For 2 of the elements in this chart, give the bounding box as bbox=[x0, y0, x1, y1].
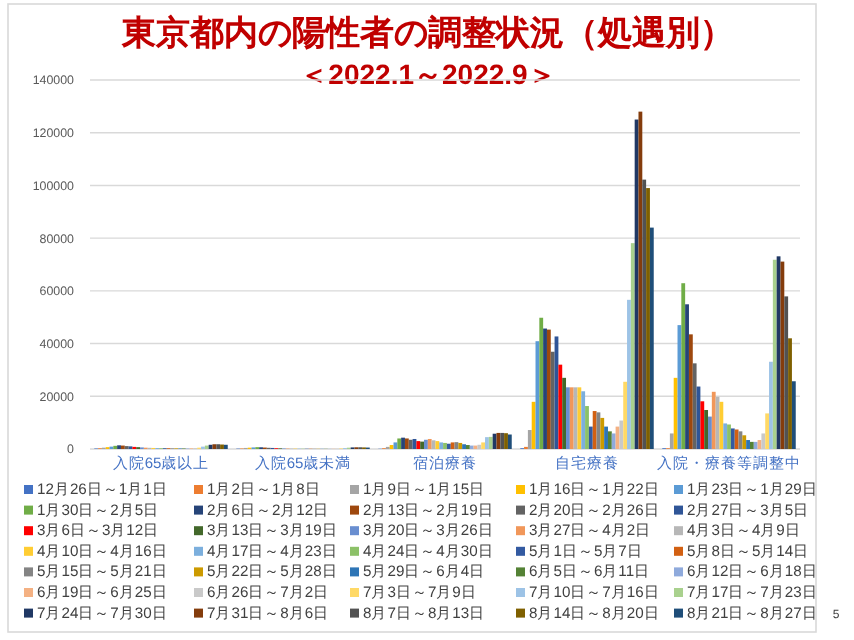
chart-title: 東京都内の陽性者の調整状況（処遇別） bbox=[120, 14, 734, 52]
chart-subtitle: ＜2022.1～2022.9＞ bbox=[300, 58, 556, 90]
